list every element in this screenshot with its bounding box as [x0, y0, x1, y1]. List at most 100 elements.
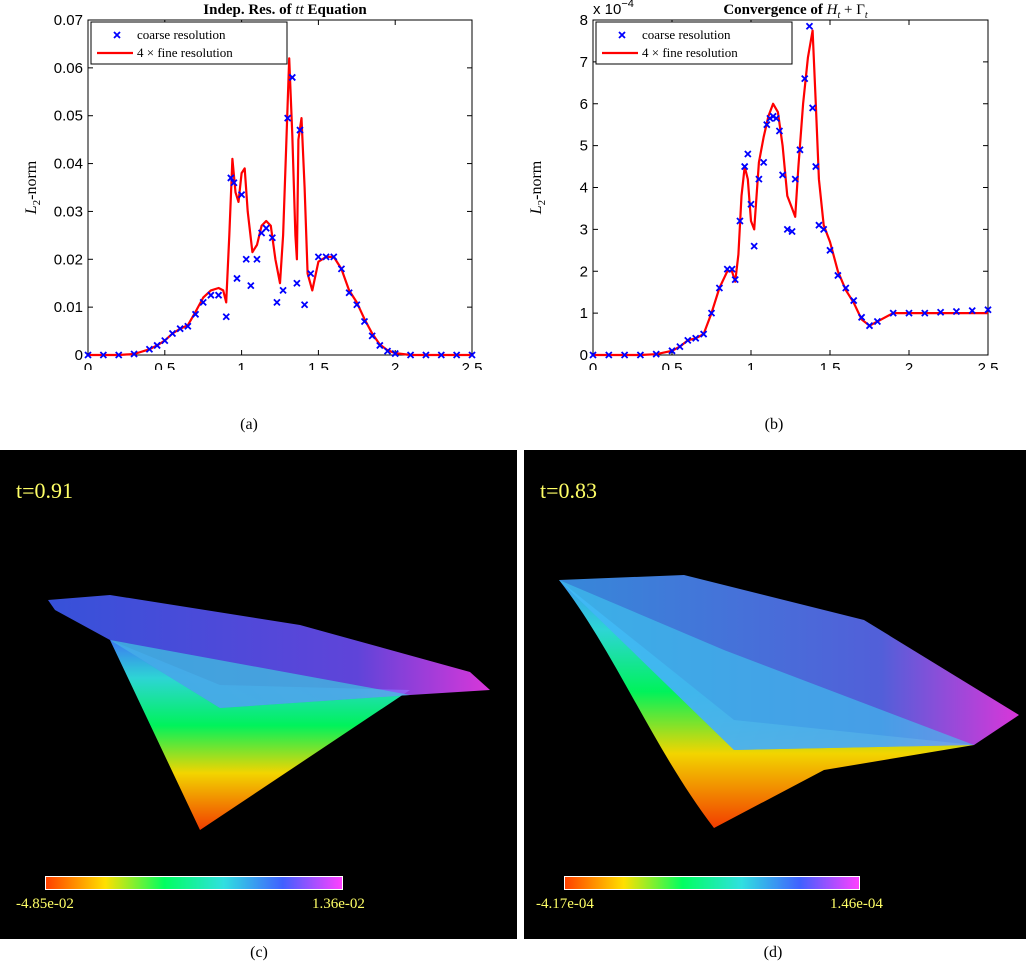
surface-snapshot-c: t=0.91 -4.85e-02 1.36e-02 — [0, 450, 517, 939]
y-tick-label: 0.06 — [54, 60, 83, 77]
data-point-coarse — [247, 281, 255, 290]
data-point-coarse — [268, 234, 276, 242]
surface-lower-sheet — [110, 640, 410, 830]
legend-label-coarse: coarse resolution — [642, 27, 731, 42]
data-point-coarse — [865, 322, 874, 330]
legend: coarse resolution 4 × fine resolution — [595, 21, 793, 65]
data-point-coarse — [744, 150, 752, 158]
data-point-coarse — [889, 309, 897, 317]
surface-lower-sheet — [559, 580, 974, 828]
data-point-coarse — [936, 308, 945, 316]
data-point-coarse — [237, 191, 246, 199]
x-tick-label: 1 — [237, 360, 245, 370]
y-tick-label: 0.03 — [54, 203, 83, 220]
surface-snapshot-d: t=0.83 -4.17e-04 1.46e-04 — [524, 450, 1026, 939]
chart-title: Convergence of Ht + Γt — [723, 2, 868, 21]
data-point-coarse — [808, 104, 817, 112]
colorbar-c — [45, 876, 343, 890]
plot-area — [87, 19, 473, 356]
data-point-coarse — [850, 296, 858, 305]
legend-label-fine: 4 × fine resolution — [642, 45, 738, 60]
data-point-coarse — [968, 306, 976, 315]
data-point-coarse — [288, 73, 296, 82]
data-point-coarse — [755, 175, 763, 183]
x-tick-label: 0 — [84, 360, 92, 370]
data-point-coarse — [227, 174, 235, 182]
data-point-coarse — [176, 325, 184, 333]
data-point-coarse — [699, 330, 708, 338]
data-point-coarse — [842, 284, 850, 292]
data-point-coarse — [345, 289, 353, 297]
y-tick-label: 3 — [580, 221, 588, 238]
data-point-coarse — [222, 313, 230, 321]
data-point-coarse — [589, 351, 597, 359]
data-point-coarse — [422, 351, 430, 359]
data-point-coarse — [668, 347, 676, 355]
data-point-coarse — [360, 317, 369, 326]
legend-box — [595, 21, 793, 65]
data-point-coarse — [230, 179, 238, 187]
data-point-coarse — [153, 341, 161, 350]
data-point-coarse — [383, 347, 392, 355]
x-tick-label: 1 — [747, 360, 755, 370]
data-point-coarse — [763, 121, 771, 129]
legend-marker-coarse — [113, 31, 121, 39]
surface-render-d — [559, 575, 1019, 828]
data-point-coarse — [314, 253, 323, 261]
colorbar-max-c: 1.36e-02 — [312, 896, 365, 912]
data-point-coarse — [391, 349, 399, 358]
y-scale-label: x 10−4 — [593, 0, 634, 18]
data-point-coarse — [293, 279, 301, 287]
x-tick-label: 2.5 — [462, 360, 483, 370]
x-tick-label: 2 — [905, 360, 913, 370]
data-point-coarse — [207, 291, 215, 299]
x-tick-label: 1.5 — [308, 360, 329, 370]
data-point-coarse — [620, 351, 629, 359]
series-line-fine — [88, 57, 472, 357]
x-tick-label: 2.5 — [978, 360, 999, 370]
data-point-coarse — [921, 309, 929, 317]
caption-d: (d) — [763, 944, 783, 961]
data-point-coarse — [826, 246, 834, 254]
y-tick-label: 8 — [580, 12, 588, 29]
data-point-coarse — [253, 255, 261, 263]
legend-marker-coarse — [618, 31, 626, 39]
data-point-coarse — [279, 286, 287, 295]
data-point-coarse — [99, 351, 107, 359]
data-point-coarse — [796, 146, 804, 154]
data-point-coarse — [760, 158, 768, 167]
colorbar-min-c: -4.85e-02 — [16, 896, 74, 912]
data-point-coarse — [772, 114, 780, 123]
data-point-coarse — [605, 351, 613, 359]
y-tick-label: 7 — [580, 54, 588, 71]
legend-label-fine: 4 × fine resolution — [137, 45, 233, 60]
legend: coarse resolution 4 × fine resolution — [90, 21, 288, 65]
data-point-coarse — [676, 342, 684, 351]
data-point-coarse — [168, 329, 177, 338]
surface-mid-sheet — [559, 580, 974, 750]
data-point-coarse — [368, 332, 376, 340]
data-point-coarse — [406, 351, 415, 359]
y-tick-label: 0.01 — [54, 299, 83, 316]
data-point-coarse — [296, 126, 304, 134]
data-point-coarse — [652, 350, 660, 358]
x-tick-label: 0.5 — [662, 360, 683, 370]
data-point-coarse — [873, 317, 882, 326]
data-point-coarse — [801, 74, 809, 83]
data-point-coarse — [791, 175, 799, 183]
data-point-coarse — [736, 217, 744, 225]
data-point-coarse — [376, 341, 384, 350]
data-point-coarse — [322, 253, 330, 261]
data-point-coarse — [273, 298, 281, 306]
y-tick-label: 4 — [580, 180, 588, 197]
surface-render-c — [48, 595, 490, 830]
data-point-coarse — [145, 345, 154, 353]
data-point-coarse — [636, 351, 645, 359]
data-point-coarse — [307, 270, 315, 278]
data-point-coarse — [805, 22, 814, 30]
y-tick-label: 0 — [580, 347, 588, 364]
data-point-coarse — [905, 309, 913, 317]
time-label-d: t=0.83 — [540, 478, 598, 503]
